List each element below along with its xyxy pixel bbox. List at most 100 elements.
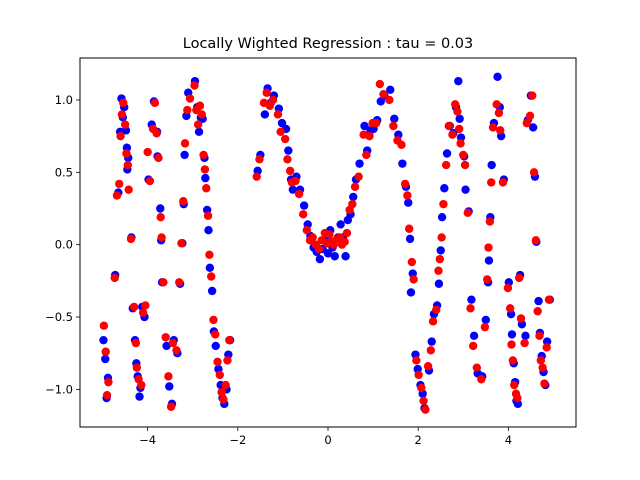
data-point (540, 379, 549, 388)
data-point (201, 173, 210, 183)
data-point (199, 150, 208, 160)
data-point (215, 370, 224, 380)
data-point (350, 182, 360, 191)
data-point (354, 172, 363, 181)
data-point (342, 228, 352, 238)
data-point (116, 131, 125, 141)
data-point (314, 244, 324, 254)
data-point (498, 178, 508, 187)
data-point (323, 249, 333, 258)
data-point (203, 211, 213, 220)
data-point (482, 275, 492, 284)
data-point (460, 160, 470, 170)
data-point (534, 296, 543, 306)
data-point (348, 199, 357, 209)
data-point (437, 212, 447, 222)
data-point (123, 160, 132, 170)
y-tick-label: −0.5 (45, 310, 73, 324)
data-point (294, 189, 304, 199)
data-point (283, 155, 292, 164)
data-point (162, 341, 171, 351)
data-point (159, 278, 168, 287)
data-point (101, 347, 110, 356)
data-point (177, 239, 186, 248)
data-point (349, 192, 358, 202)
data-point (436, 246, 445, 255)
data-point (469, 331, 479, 341)
data-point (492, 100, 501, 109)
data-point (484, 256, 494, 265)
data-point (336, 220, 345, 229)
data-point (325, 230, 334, 239)
data-point (386, 85, 395, 95)
data-point (467, 295, 476, 304)
data-point (200, 165, 210, 174)
data-point (510, 380, 519, 390)
data-point (268, 95, 278, 105)
data-point (101, 354, 110, 364)
plot-area (99, 72, 555, 414)
data-point (435, 254, 445, 264)
data-point (372, 118, 381, 128)
data-point (141, 301, 150, 310)
data-point (439, 199, 448, 209)
data-point (536, 356, 546, 365)
data-point (520, 338, 529, 348)
data-point (400, 179, 410, 189)
data-point (441, 160, 451, 170)
data-point (166, 402, 176, 411)
data-point (450, 100, 460, 109)
data-point (168, 338, 178, 348)
data-point (455, 114, 464, 123)
data-point (302, 226, 312, 235)
data-point (193, 120, 203, 129)
y-tick-label: 1.0 (55, 93, 73, 107)
data-point (406, 288, 416, 297)
data-point (211, 341, 220, 351)
data-point (409, 275, 418, 284)
data-point (542, 343, 551, 352)
data-point (385, 95, 394, 105)
data-point (379, 89, 388, 99)
data-point (455, 124, 464, 134)
data-point (538, 363, 547, 372)
data-point (209, 315, 218, 325)
data-point (375, 79, 385, 89)
data-point (205, 250, 214, 259)
data-point (315, 254, 325, 264)
y-axis: −1.0 −0.5 0.0 0.5 1.0 (45, 93, 80, 396)
data-point (161, 333, 170, 342)
data-point (120, 120, 130, 129)
data-point (423, 362, 433, 371)
data-point (468, 341, 478, 351)
data-point (419, 396, 428, 406)
data-point (360, 121, 369, 131)
data-point (503, 283, 513, 293)
data-point (219, 395, 228, 404)
data-point (397, 140, 406, 150)
data-point (398, 159, 407, 168)
data-point (507, 330, 517, 339)
data-point (459, 150, 468, 160)
data-point (403, 191, 412, 200)
x-tick-label: 0 (324, 433, 331, 447)
axes-frame (79, 57, 577, 428)
data-point (213, 357, 222, 367)
data-point (427, 337, 436, 346)
data-point (525, 111, 535, 121)
y-tick-label: −1.0 (45, 382, 73, 396)
data-point (179, 197, 188, 206)
data-point (521, 331, 530, 341)
data-point (260, 110, 270, 119)
data-point (183, 105, 192, 115)
data-point (172, 346, 181, 355)
data-point (99, 335, 108, 345)
data-point (205, 263, 215, 273)
data-point (477, 375, 486, 384)
x-tick-label: 4 (505, 433, 512, 447)
data-point (104, 377, 113, 387)
data-point (466, 304, 475, 313)
data-point (99, 321, 109, 330)
data-point (365, 131, 374, 141)
y-tick-label: 0.5 (55, 165, 73, 179)
